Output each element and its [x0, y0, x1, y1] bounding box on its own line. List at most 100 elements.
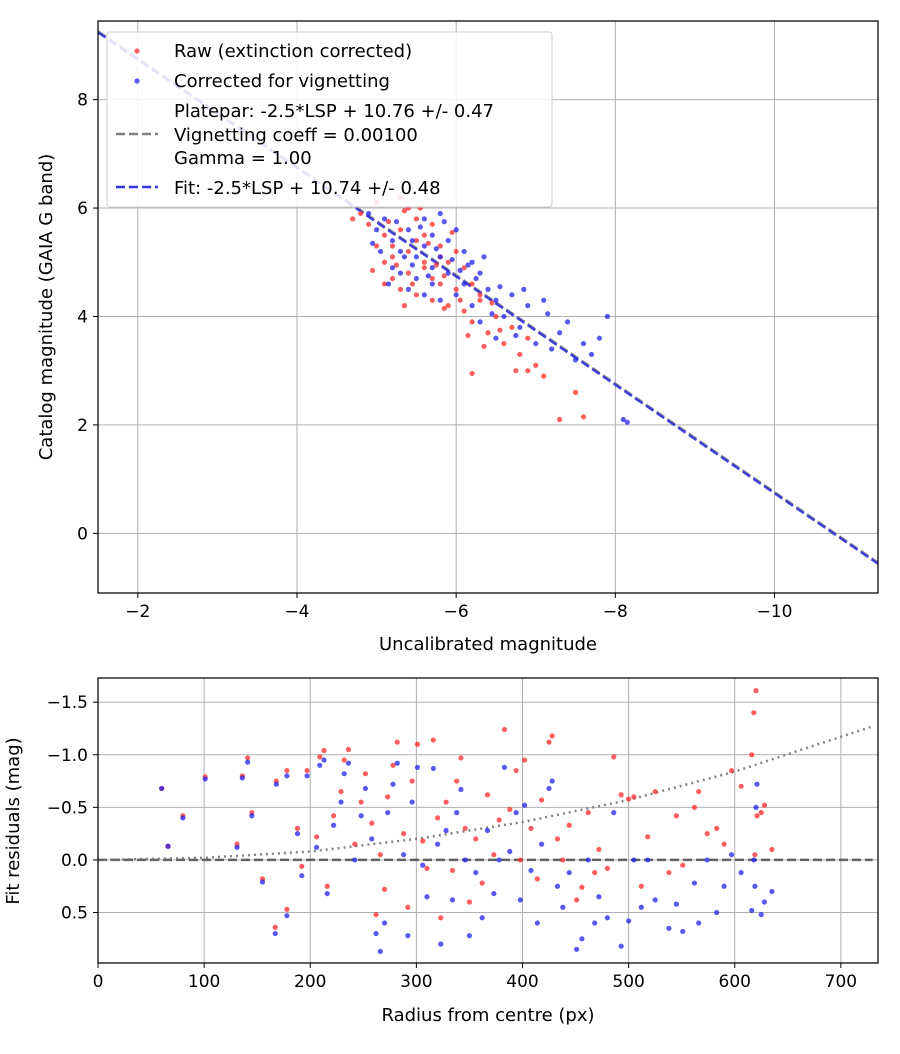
p2-point-series-1 — [579, 936, 585, 942]
p2-point-series-1 — [691, 880, 698, 886]
residuals-panel: 0 100 200 300 400 500 600 700 0.5 0.0 −0.5 −1.0 −1.5… — [3, 677, 879, 1026]
p2-point-series-0 — [626, 796, 632, 802]
p2-point-series-0 — [299, 863, 305, 869]
p2-point-series-0 — [738, 783, 744, 789]
p2-point-series-1 — [330, 822, 337, 828]
p1-point-series-0 — [405, 248, 412, 255]
p1-point-series-1 — [405, 286, 412, 292]
p2-point-series-1 — [479, 915, 485, 921]
p2-point-series-0 — [560, 857, 566, 863]
p2-point-series-1 — [546, 785, 552, 792]
p1-point-series-1 — [405, 227, 412, 233]
p1-point-series-0 — [445, 259, 451, 265]
p2-point-series-1 — [596, 894, 602, 900]
p1-point-series-1 — [401, 254, 408, 260]
p1-xtick-label: −6 — [444, 602, 469, 622]
p2-ytick-label: 0.5 — [61, 904, 88, 924]
p2-point-series-1 — [754, 781, 760, 787]
magnitude-y-axis-label: Catalog magnitude (GAIA G band) — [36, 154, 57, 461]
p2-point-series-1 — [761, 899, 768, 905]
p1-point-series-1 — [409, 262, 415, 268]
p1-point-series-0 — [397, 227, 404, 233]
p2-point-series-1 — [549, 778, 555, 784]
p2-point-series-0 — [513, 767, 519, 774]
p1-point-series-1 — [513, 332, 519, 339]
p1-xtick-label: −2 — [125, 602, 150, 622]
p1-point-series-1 — [449, 256, 455, 263]
p1-point-series-0 — [429, 275, 435, 282]
p1-point-series-0 — [477, 292, 483, 298]
p2-point-series-1 — [401, 852, 407, 858]
p1-point-series-0 — [441, 305, 447, 311]
p2-point-series-0 — [304, 767, 310, 774]
p1-point-series-1 — [461, 281, 467, 287]
p2-point-series-1 — [430, 765, 436, 772]
magnitude-x-axis-label: Uncalibrated magnitude — [379, 634, 597, 655]
p1-point-series-1 — [457, 267, 463, 274]
p2-point-series-1 — [369, 836, 375, 842]
p1-point-series-1 — [437, 297, 443, 303]
p1-point-series-0 — [445, 303, 451, 309]
p1-point-series-1 — [545, 311, 551, 317]
p1-point-series-1 — [393, 219, 400, 225]
p1-point-series-0 — [580, 414, 587, 420]
p2-xtick-label: 700 — [825, 972, 857, 992]
p1-point-series-0 — [421, 259, 427, 265]
p1-point-series-0 — [541, 373, 547, 379]
p2-point-series-0 — [566, 822, 572, 828]
p2-point-series-1 — [381, 920, 388, 926]
p2-point-series-1 — [454, 810, 460, 816]
p2-point-series-0 — [405, 904, 411, 910]
p1-point-series-0 — [525, 368, 531, 374]
p2-point-series-1 — [645, 857, 651, 863]
p2-point-series-0 — [338, 788, 344, 795]
p2-point-series-0 — [245, 755, 251, 761]
p1-point-series-0 — [572, 389, 579, 395]
p2-point-series-1 — [585, 857, 591, 863]
p1-point-series-0 — [461, 265, 467, 271]
p2-point-series-0 — [491, 852, 497, 858]
p2-point-series-1 — [507, 848, 513, 855]
p1-point-series-0 — [429, 297, 435, 303]
p2-xtick-label: 500 — [612, 972, 644, 992]
legend-corrected-marker — [134, 78, 140, 84]
p1-point-series-1 — [453, 227, 459, 233]
p2-xtick-label: 100 — [188, 972, 220, 992]
p1-point-series-1 — [377, 248, 384, 255]
p2-point-series-1 — [434, 841, 441, 847]
p2-point-series-0 — [438, 915, 444, 921]
p2-point-series-0 — [652, 788, 658, 795]
legend-platepar-line3: Gamma = 1.00 — [174, 148, 312, 169]
p2-point-series-1 — [560, 904, 566, 910]
p2-point-series-0 — [604, 865, 610, 871]
p1-point-series-1 — [385, 281, 392, 287]
p2-point-series-1 — [284, 773, 290, 779]
p2-point-series-1 — [574, 946, 580, 952]
p2-point-series-0 — [466, 899, 473, 905]
p1-point-series-1 — [397, 270, 404, 276]
p2-point-series-0 — [377, 852, 383, 858]
p1-point-series-1 — [409, 237, 415, 244]
p2-point-series-0 — [317, 754, 323, 760]
p2-point-series-1 — [458, 786, 464, 793]
p2-point-series-0 — [390, 762, 396, 768]
p2-point-series-1 — [341, 771, 347, 777]
legend-platepar-line1: Platepar: -2.5*LSP + 10.76 +/- 0.47 — [174, 101, 494, 122]
p2-point-series-0 — [484, 792, 491, 798]
p2-point-series-0 — [522, 757, 528, 763]
p1-point-series-0 — [469, 370, 475, 377]
p2-point-series-1 — [491, 890, 497, 897]
p1-point-series-1 — [481, 254, 487, 260]
p2-point-series-0 — [501, 726, 508, 733]
p2-point-series-0 — [324, 883, 330, 889]
p1-point-series-0 — [437, 281, 443, 287]
legend-corrected-label: Corrected for vignetting — [174, 71, 390, 92]
p2-point-series-0 — [517, 857, 523, 863]
p2-point-series-1 — [704, 857, 710, 863]
p2-point-series-1 — [304, 773, 310, 779]
p1-point-series-0 — [409, 281, 415, 287]
p2-point-series-0 — [696, 788, 702, 795]
p1-point-series-1 — [373, 227, 380, 233]
